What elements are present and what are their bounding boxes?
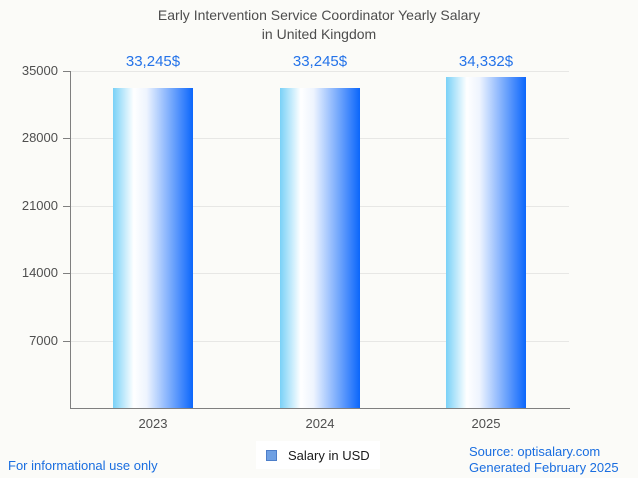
legend-marker-icon (266, 449, 277, 461)
x-category-label: 2025 (471, 416, 501, 431)
legend-label: Salary in USD (288, 447, 370, 463)
chart-title-line1: Early Intervention Service Coordinator Y… (157, 7, 481, 23)
y-axis-tick-label: 21000 (21, 198, 58, 213)
x-category-label: 2024 (305, 416, 335, 431)
x-category-label: 2023 (138, 416, 168, 431)
y-axis-tick-label: 28000 (21, 130, 58, 145)
y-axis-tick (63, 341, 70, 342)
chart-title: Early Intervention Service Coordinator Y… (0, 6, 638, 44)
generated-date: Generated February 2025 (469, 460, 619, 475)
y-axis-tick (63, 71, 70, 72)
source-attribution[interactable]: Source: optisalary.com Generated Februar… (469, 444, 619, 476)
y-axis-tick (63, 138, 70, 139)
gridline (70, 71, 569, 72)
y-axis-tick-label: 7000 (29, 333, 58, 348)
bar (113, 88, 193, 408)
bar-value-label: 33,245$ (125, 53, 181, 70)
bar (446, 77, 526, 408)
chart-title-line2: in United Kingdom (261, 26, 377, 42)
y-axis-tick-label: 35000 (21, 63, 58, 78)
y-axis-tick (63, 273, 70, 274)
y-axis-tick-label: 14000 (21, 265, 58, 280)
legend[interactable]: Salary in USD (256, 441, 380, 469)
y-axis-line (70, 71, 71, 408)
x-axis-line (70, 408, 570, 409)
bar-value-label: 34,332$ (458, 53, 514, 70)
bar-value-label: 33,245$ (292, 53, 348, 70)
source-link[interactable]: Source: optisalary.com (469, 444, 601, 459)
bar (280, 88, 360, 408)
y-axis-tick (63, 206, 70, 207)
informational-note: For informational use only (8, 458, 158, 473)
